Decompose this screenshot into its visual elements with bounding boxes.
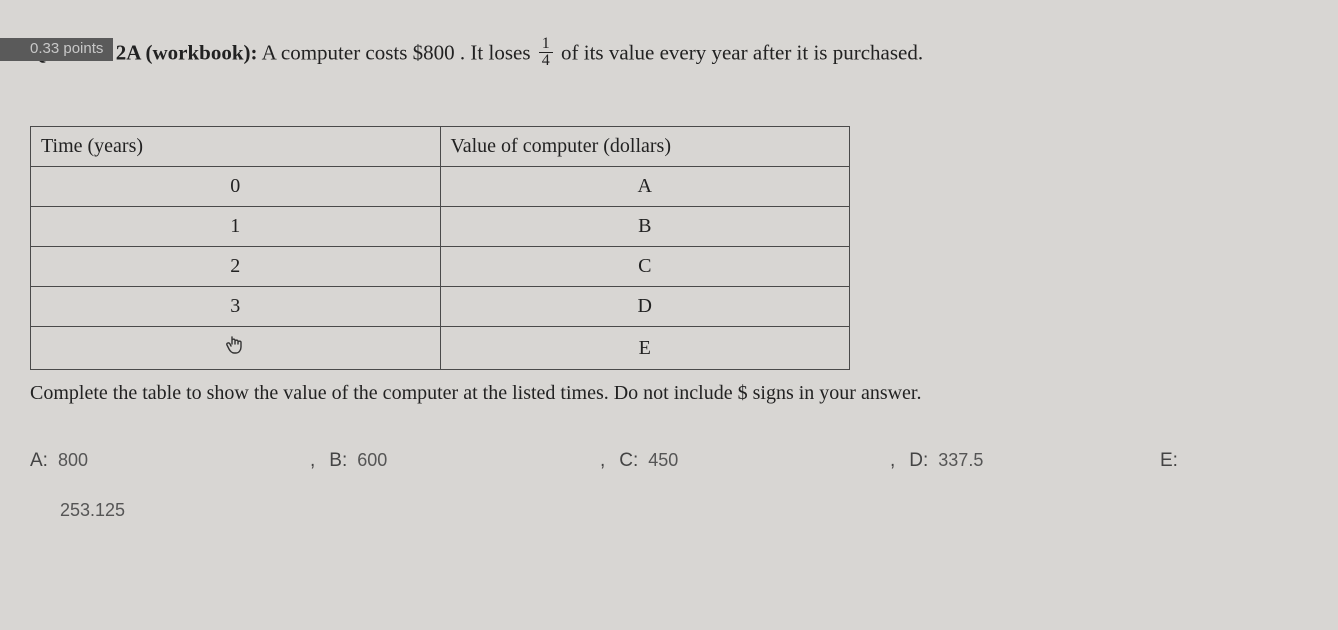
- answer-E[interactable]: E:: [1160, 450, 1188, 472]
- answer-label: E:: [1160, 450, 1178, 472]
- answers-row: A: 800 , B: 600 , C: 450 , D: 337.5 E:: [30, 450, 1318, 472]
- answer-value: 450: [648, 450, 678, 471]
- answer-label: A:: [30, 450, 48, 472]
- question-text: Question 2A (workbook): A computer costs…: [30, 38, 1318, 71]
- answer-value: 337.5: [938, 450, 983, 471]
- separator: ,: [310, 450, 315, 472]
- cell-value: B: [440, 207, 850, 247]
- fraction: 14: [539, 36, 553, 69]
- separator: ,: [890, 450, 895, 472]
- header-time: Time (years): [31, 127, 441, 167]
- cell-time-cursor[interactable]: [31, 327, 441, 370]
- cell-value: E: [440, 327, 850, 370]
- cell-time: 1: [31, 207, 441, 247]
- fraction-numerator: 1: [539, 36, 553, 53]
- answer-C[interactable]: , C: 450: [600, 450, 890, 472]
- value-table: Time (years) Value of computer (dollars)…: [30, 126, 850, 370]
- answer-label: C:: [619, 450, 638, 472]
- question-page: 0.33 points Question 2A (workbook): A co…: [0, 38, 1338, 521]
- fraction-denominator: 4: [539, 53, 553, 69]
- answer-label: D:: [909, 450, 928, 472]
- answer-label: B:: [329, 450, 347, 472]
- points-text: 0.33 points: [30, 40, 103, 57]
- table-header-row: Time (years) Value of computer (dollars): [31, 127, 850, 167]
- question-after-fraction: of its value every year after it is purc…: [556, 40, 923, 64]
- cell-value: C: [440, 247, 850, 287]
- answer-value: 800: [58, 450, 88, 471]
- cell-value: D: [440, 287, 850, 327]
- cell-value: A: [440, 167, 850, 207]
- cell-time: 0: [31, 167, 441, 207]
- cell-time: 3: [31, 287, 441, 327]
- points-badge: 0.33 points: [0, 38, 113, 61]
- table-row[interactable]: E: [31, 327, 850, 370]
- answer-E-value-overflow[interactable]: 253.125: [60, 500, 1318, 521]
- answer-value: 600: [357, 450, 387, 471]
- answer-A[interactable]: A: 800: [30, 450, 310, 472]
- pointer-cursor-icon: [226, 335, 244, 360]
- answer-D[interactable]: , D: 337.5: [890, 450, 1160, 472]
- table-row: 3 D: [31, 287, 850, 327]
- answer-B[interactable]: , B: 600: [310, 450, 600, 472]
- separator: ,: [600, 450, 605, 472]
- table-row: 1 B: [31, 207, 850, 247]
- instruction-text: Complete the table to show the value of …: [30, 382, 1318, 405]
- cell-time: 2: [31, 247, 441, 287]
- table-row: 2 C: [31, 247, 850, 287]
- table-row: 0 A: [31, 167, 850, 207]
- question-before-fraction: A computer costs $800 . It loses: [258, 40, 536, 64]
- header-value: Value of computer (dollars): [440, 127, 850, 167]
